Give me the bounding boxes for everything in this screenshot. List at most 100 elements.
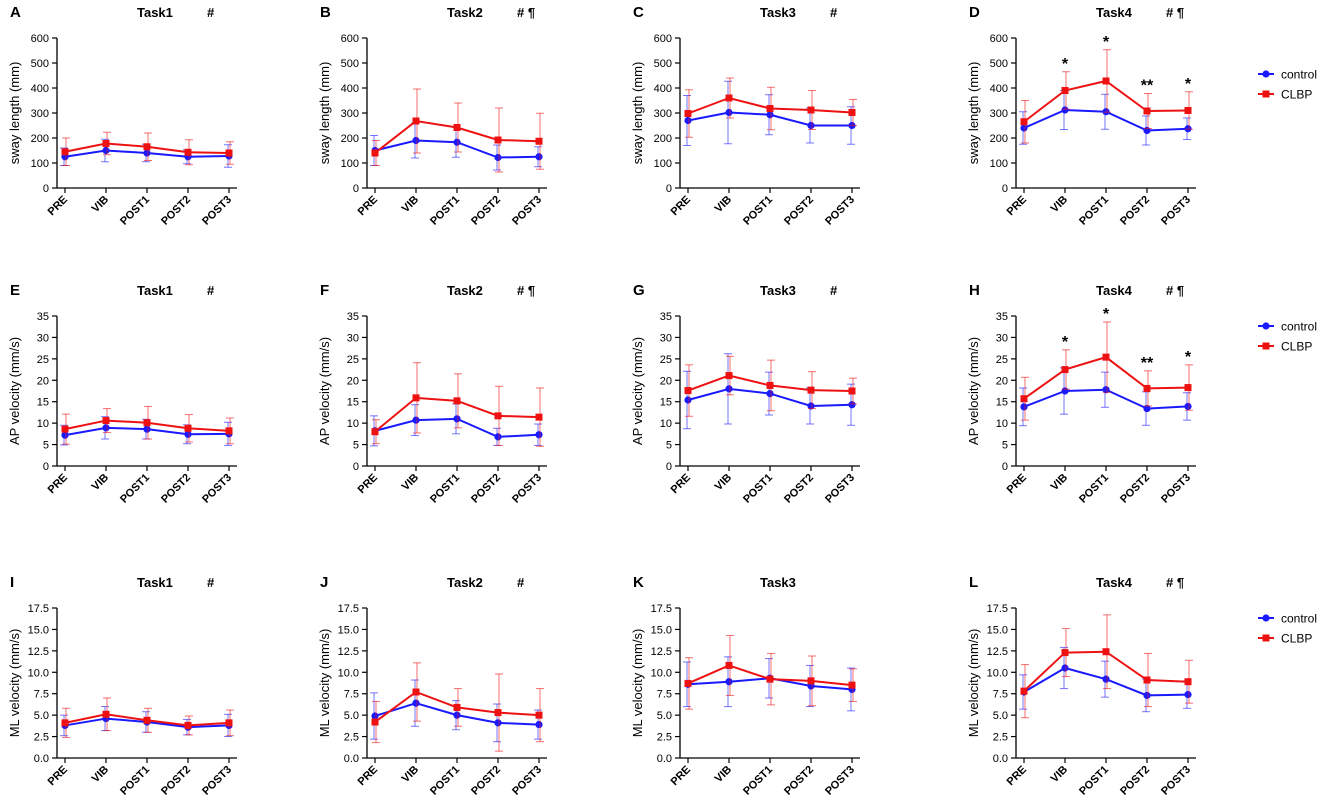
data-point-control <box>371 712 379 720</box>
y-tick-label: 5 <box>666 440 672 452</box>
y-axis-label: ML velocity (mm/s) <box>630 629 645 738</box>
y-tick-label: 10 <box>37 418 49 430</box>
x-tick-label: VIB <box>90 764 111 785</box>
y-tick-label: 25 <box>996 354 1008 366</box>
data-point-clbp <box>102 417 110 425</box>
panel-letter: J <box>320 574 328 591</box>
data-point-clbp <box>725 372 733 380</box>
data-point-clbp <box>1020 118 1028 126</box>
x-tick-label: POST2 <box>1118 194 1152 228</box>
y-tick-label: 15.0 <box>28 624 49 636</box>
y-tick-label: 200 <box>990 133 1008 145</box>
data-point-control <box>684 396 692 404</box>
y-tick-label: 10 <box>660 418 672 430</box>
x-tick-label: PRE <box>1005 194 1029 218</box>
chart-marks: # ¶ <box>1166 575 1184 590</box>
data-point-control <box>807 402 815 410</box>
data-point-clbp <box>371 718 379 726</box>
legend-row-3: control CLBP <box>1258 612 1317 646</box>
significance-annotation: * <box>1062 56 1069 73</box>
series-clbp <box>684 77 857 138</box>
data-point-control <box>494 719 502 727</box>
y-tick-label: 5.0 <box>34 710 49 722</box>
y-tick-label: 100 <box>341 158 359 170</box>
data-point-control <box>1184 402 1192 411</box>
data-point-control <box>535 720 543 729</box>
chart-marks: # <box>830 5 838 20</box>
y-tick-label: 30 <box>996 332 1008 344</box>
x-tick-label: VIB <box>400 194 421 215</box>
y-tick-label: 15.0 <box>651 624 672 636</box>
data-point-control <box>494 153 502 162</box>
chart-title: Task1 <box>137 575 173 590</box>
data-point-clbp <box>184 148 192 156</box>
x-tick-label: POST3 <box>200 194 234 228</box>
data-point-clbp <box>184 721 192 729</box>
x-tick-label: VIB <box>1049 764 1070 785</box>
data-point-control <box>766 389 774 398</box>
data-point-clbp <box>535 413 543 421</box>
panel-letter: D <box>969 4 980 21</box>
x-tick-label: VIB <box>713 472 734 493</box>
y-tick-label: 400 <box>990 83 1008 95</box>
data-point-clbp <box>1143 107 1151 115</box>
significance-annotation: ** <box>1141 78 1154 95</box>
y-tick-label: 10.0 <box>987 667 1008 679</box>
data-point-clbp <box>848 387 856 395</box>
y-tick-label: 0 <box>666 183 672 195</box>
legend-row-1: control CLBP <box>1258 68 1317 102</box>
legend-control-label: control <box>1281 612 1317 626</box>
y-tick-label: 20 <box>996 375 1008 387</box>
data-point-control <box>102 424 110 432</box>
data-point-clbp <box>1061 366 1069 374</box>
data-point-control <box>684 116 692 125</box>
data-point-clbp <box>371 428 379 436</box>
significance-annotation: * <box>1103 34 1110 51</box>
x-tick-label: POST2 <box>469 194 503 228</box>
y-tick-label: 12.5 <box>338 646 359 658</box>
chart-marks: # <box>517 575 525 590</box>
y-tick-label: 30 <box>347 332 359 344</box>
y-tick-label: 500 <box>654 58 672 70</box>
y-tick-label: 100 <box>31 158 49 170</box>
chart-panel-g: G Task3 #0 5 10 15 20 25 30 35 AP velocity (mm/s) P… <box>630 282 860 506</box>
data-point-clbp <box>535 711 543 719</box>
data-point-control <box>102 146 110 155</box>
y-tick-label: 20 <box>37 375 49 387</box>
x-tick-label: POST3 <box>823 472 857 506</box>
y-tick-label: 15 <box>996 397 1008 409</box>
x-tick-label: VIB <box>90 472 111 493</box>
x-tick-label: POST2 <box>469 764 503 798</box>
data-point-control <box>1020 403 1028 411</box>
x-tick-label: POST2 <box>469 472 503 506</box>
y-tick-label: 7.5 <box>34 689 49 701</box>
y-tick-label: 7.5 <box>657 689 672 701</box>
chart-marks: # <box>830 283 838 298</box>
y-axis-label: AP velocity (mm/s) <box>630 337 645 445</box>
data-point-clbp <box>61 719 69 727</box>
y-axis-label: AP velocity (mm/s) <box>7 337 22 445</box>
x-tick-label: POST3 <box>1159 764 1193 798</box>
x-tick-label: VIB <box>713 764 734 785</box>
legend-control-marker <box>1262 614 1270 622</box>
series-control <box>683 656 856 712</box>
series-control <box>370 679 543 743</box>
data-point-clbp <box>807 106 815 114</box>
data-point-control <box>1020 124 1028 132</box>
y-axis-label: sway length (mm) <box>630 62 645 165</box>
x-tick-label: POST1 <box>1077 194 1111 228</box>
y-tick-label: 20 <box>347 375 359 387</box>
data-point-control <box>848 401 856 409</box>
panel-letter: F <box>320 282 329 299</box>
chart-panel-f: F Task2 # ¶ 0 5 10 15 20 25 30 35 AP velocity (mm/s… <box>317 282 547 506</box>
y-tick-label: 12.5 <box>28 646 49 658</box>
series-clbp <box>1020 614 1193 719</box>
chart-title: Task4 <box>1096 575 1133 590</box>
data-point-clbp <box>61 148 69 156</box>
y-tick-label: 10 <box>996 418 1008 430</box>
y-tick-label: 5.0 <box>344 710 359 722</box>
legends-group: control CLBP control CLBP control CLBP <box>1258 68 1317 646</box>
data-point-control <box>453 138 461 146</box>
series-line <box>1023 650 1189 692</box>
panel-letter: E <box>10 282 20 299</box>
